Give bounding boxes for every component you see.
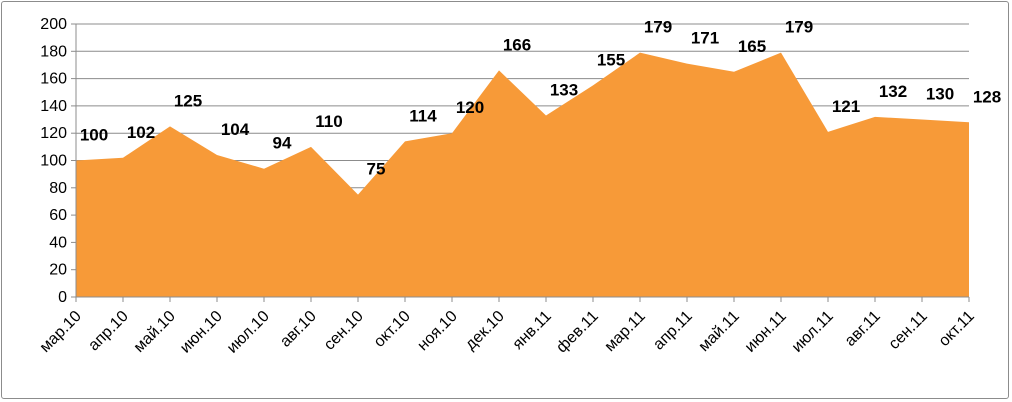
y-tick-label: 100 bbox=[40, 153, 67, 170]
x-tick-label: июл.10 bbox=[224, 308, 273, 357]
x-tick-label: апр.10 bbox=[85, 308, 132, 355]
data-label: 128 bbox=[973, 87, 1001, 106]
data-label: 102 bbox=[127, 123, 155, 142]
y-tick-label: 20 bbox=[49, 262, 67, 279]
data-label: 166 bbox=[503, 35, 531, 54]
x-tick-label: мар.10 bbox=[37, 308, 85, 356]
y-axis-tick-labels: 0 20 40 60 80 100 120 140 160 180 200 bbox=[40, 16, 67, 306]
data-label: 155 bbox=[597, 50, 625, 69]
x-tick-label: июн.11 bbox=[742, 308, 790, 356]
data-label: 165 bbox=[738, 37, 766, 56]
axes bbox=[71, 23, 970, 302]
x-tick-label: июл.11 bbox=[789, 308, 837, 356]
data-label: 132 bbox=[879, 82, 907, 101]
data-label: 171 bbox=[691, 29, 719, 48]
y-tick-label: 180 bbox=[40, 43, 67, 60]
x-tick-label: май.11 bbox=[696, 308, 743, 355]
data-label: 125 bbox=[174, 91, 202, 110]
data-labels: 100 102 125 104 94 110 75 114 120 166 133 155 179 171… bbox=[80, 18, 1001, 179]
data-label: 121 bbox=[832, 97, 860, 116]
data-label: 114 bbox=[409, 106, 437, 125]
x-tick-label: окт.10 bbox=[371, 308, 414, 351]
y-tick-label: 0 bbox=[58, 289, 67, 306]
y-tick-label: 40 bbox=[49, 234, 67, 251]
x-tick-label: дек.10 bbox=[462, 308, 508, 354]
data-label: 100 bbox=[80, 126, 108, 145]
x-tick-label: июн.10 bbox=[177, 308, 226, 357]
x-tick-label: янв.11 bbox=[510, 308, 555, 353]
y-tick-label: 120 bbox=[40, 125, 67, 142]
x-tick-label: мар.11 bbox=[602, 308, 649, 355]
x-tick-label: ноя.10 bbox=[414, 308, 460, 354]
data-label: 133 bbox=[550, 80, 578, 99]
x-tick-label: май.10 bbox=[131, 308, 179, 356]
x-tick-label: апр.11 bbox=[650, 308, 696, 354]
y-tick-label: 140 bbox=[40, 98, 67, 115]
data-label: 75 bbox=[367, 160, 386, 179]
series-area bbox=[76, 52, 969, 297]
x-tick-label: фев.11 bbox=[553, 308, 602, 357]
y-tick-label: 60 bbox=[49, 207, 67, 224]
data-label: 120 bbox=[456, 98, 484, 117]
y-tick-label: 80 bbox=[49, 180, 67, 197]
data-label: 179 bbox=[785, 18, 813, 37]
data-label: 130 bbox=[926, 85, 954, 104]
x-tick-label: окт.11 bbox=[936, 308, 978, 350]
data-label: 104 bbox=[221, 120, 250, 139]
y-tick-label: 200 bbox=[40, 16, 67, 33]
y-tick-label: 160 bbox=[40, 71, 67, 88]
x-tick-label: сен.10 bbox=[321, 308, 367, 354]
x-tick-label: авг.10 bbox=[277, 308, 320, 351]
x-tick-label: сен.11 bbox=[886, 308, 931, 353]
data-label: 179 bbox=[644, 18, 672, 37]
x-tick-label: авг.11 bbox=[842, 308, 884, 350]
data-label: 110 bbox=[315, 112, 342, 131]
data-label: 94 bbox=[273, 134, 292, 153]
